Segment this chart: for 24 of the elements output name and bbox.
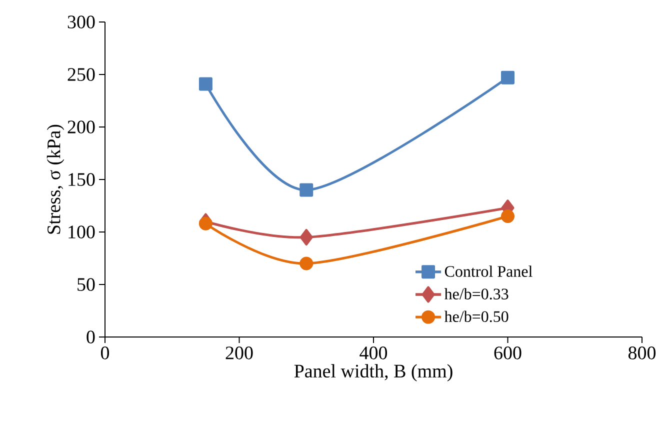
y-tick-label: 300 — [68, 16, 95, 28]
point — [300, 183, 314, 197]
x-tick-label: 0 — [100, 346, 110, 360]
legend-label: he/b=0.33 — [444, 288, 508, 300]
x-tick-label: 200 — [226, 346, 253, 360]
point — [501, 70, 515, 84]
x-tick-label: 800 — [628, 346, 656, 360]
y-tick-label: 50 — [78, 278, 95, 291]
point — [300, 229, 313, 246]
point — [198, 216, 212, 230]
y-axis-title: Stress, σ (kPa) — [46, 124, 64, 234]
point — [198, 77, 212, 91]
point — [300, 256, 314, 270]
legend-label: he/b=0.50 — [444, 310, 508, 322]
x-tick-label: 600 — [494, 346, 522, 360]
y-tick-label: 0 — [86, 330, 95, 344]
y-tick-label: 200 — [68, 120, 95, 134]
y-tick-label: 250 — [68, 68, 95, 81]
point — [501, 210, 515, 223]
legend-label: Control Panel — [444, 266, 532, 277]
y-tick-label: 150 — [68, 173, 95, 186]
x-axis-title: Panel width, B (mm) — [294, 364, 452, 382]
y-tick-label: 100 — [68, 226, 95, 238]
x-tick-label: 400 — [360, 346, 388, 360]
